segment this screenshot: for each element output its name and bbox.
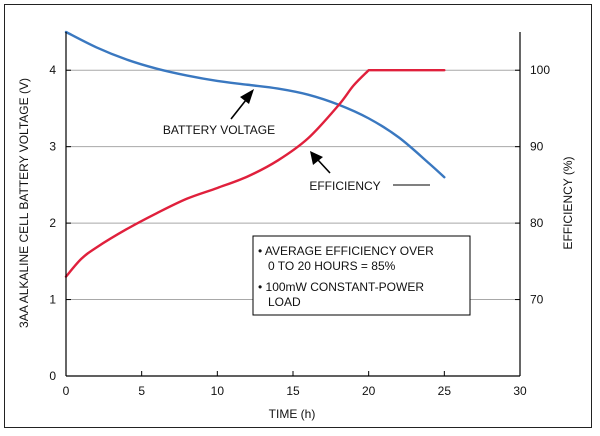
note-box-border bbox=[252, 235, 471, 316]
x-tick-label-10: 10 bbox=[211, 384, 225, 398]
y-left-tick-label-4: 4 bbox=[49, 63, 56, 77]
y-right-tick-label-80: 80 bbox=[530, 216, 544, 230]
annotation-battery-voltage-arrowhead bbox=[240, 89, 254, 104]
x-tick-label-0: 0 bbox=[63, 384, 70, 398]
x-tick-label-30: 30 bbox=[513, 384, 527, 398]
annotation-battery-voltage-arrow bbox=[230, 99, 247, 120]
note-line-2: 0 TO 20 HOURS = 85% bbox=[268, 259, 396, 273]
annotation-battery-voltage: BATTERY VOLTAGE bbox=[163, 89, 275, 137]
note-box: • AVERAGE EFFICIENCY OVER 0 TO 20 HOURS … bbox=[252, 235, 471, 316]
annotation-efficiency: EFFICIENCY bbox=[309, 151, 430, 193]
note-line-4: LOAD bbox=[268, 295, 301, 309]
series-line-battery-voltage bbox=[64, 30, 446, 179]
note-line-3: • 100mW CONSTANT-POWER bbox=[258, 280, 424, 294]
y-axis-right-label: EFFICIENCY (%) bbox=[561, 156, 575, 249]
x-tick-label-5: 5 bbox=[138, 384, 145, 398]
chart-frame bbox=[4, 4, 592, 428]
x-axis-label: TIME (h) bbox=[269, 407, 316, 421]
series-line-efficiency bbox=[64, 69, 446, 278]
y-left-tick-label-1: 1 bbox=[49, 293, 56, 307]
note-line-1: • AVERAGE EFFICIENCY OVER bbox=[258, 244, 434, 258]
annotation-battery-voltage-label: BATTERY VOLTAGE bbox=[163, 123, 275, 137]
annotation-efficiency-arrow bbox=[317, 159, 331, 174]
y-axis-left-label: 3AA ALKALINE CELL BATTERY VOLTAGE (V) bbox=[17, 78, 31, 328]
y-left-tick-label-3: 3 bbox=[49, 140, 56, 154]
y-right-tick-label-90: 90 bbox=[530, 140, 544, 154]
y-right-tick-label-70: 70 bbox=[530, 293, 544, 307]
annotation-efficiency-arrowhead bbox=[310, 151, 323, 165]
y-left-tick-label-0: 0 bbox=[49, 369, 56, 383]
x-tick-label-20: 20 bbox=[362, 384, 376, 398]
y-right-tick-label-100: 100 bbox=[530, 63, 550, 77]
x-tick-label-25: 25 bbox=[438, 384, 452, 398]
annotation-efficiency-label: EFFICIENCY bbox=[309, 179, 380, 193]
x-tick-label-15: 15 bbox=[286, 384, 300, 398]
y-left-tick-label-2: 2 bbox=[49, 216, 56, 230]
